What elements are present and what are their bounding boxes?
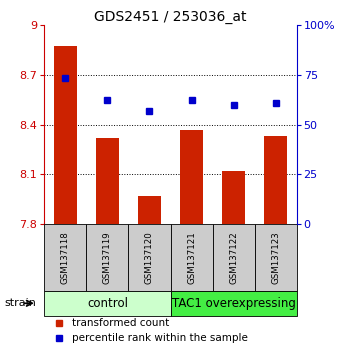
Bar — [44, 224, 86, 291]
Text: GSM137122: GSM137122 — [229, 231, 238, 284]
Bar — [129, 224, 170, 291]
Bar — [170, 224, 212, 291]
Text: GSM137120: GSM137120 — [145, 231, 154, 284]
Text: GSM137118: GSM137118 — [61, 231, 70, 284]
Text: transformed count: transformed count — [72, 318, 169, 327]
Bar — [170, 291, 297, 316]
Bar — [54, 46, 77, 224]
Bar — [264, 136, 287, 224]
Bar — [96, 138, 119, 224]
Text: percentile rank within the sample: percentile rank within the sample — [72, 333, 248, 343]
Text: GSM137121: GSM137121 — [187, 231, 196, 284]
Bar — [180, 130, 203, 224]
Text: control: control — [87, 297, 128, 310]
Bar — [44, 291, 170, 316]
Bar — [86, 224, 129, 291]
Bar — [255, 224, 297, 291]
Text: GSM137119: GSM137119 — [103, 231, 112, 284]
Bar — [138, 196, 161, 224]
Title: GDS2451 / 253036_at: GDS2451 / 253036_at — [94, 10, 247, 24]
Text: GSM137123: GSM137123 — [271, 231, 280, 284]
Bar — [212, 224, 255, 291]
Text: strain: strain — [4, 298, 36, 308]
Bar — [222, 171, 245, 224]
Text: TAC1 overexpressing: TAC1 overexpressing — [172, 297, 296, 310]
